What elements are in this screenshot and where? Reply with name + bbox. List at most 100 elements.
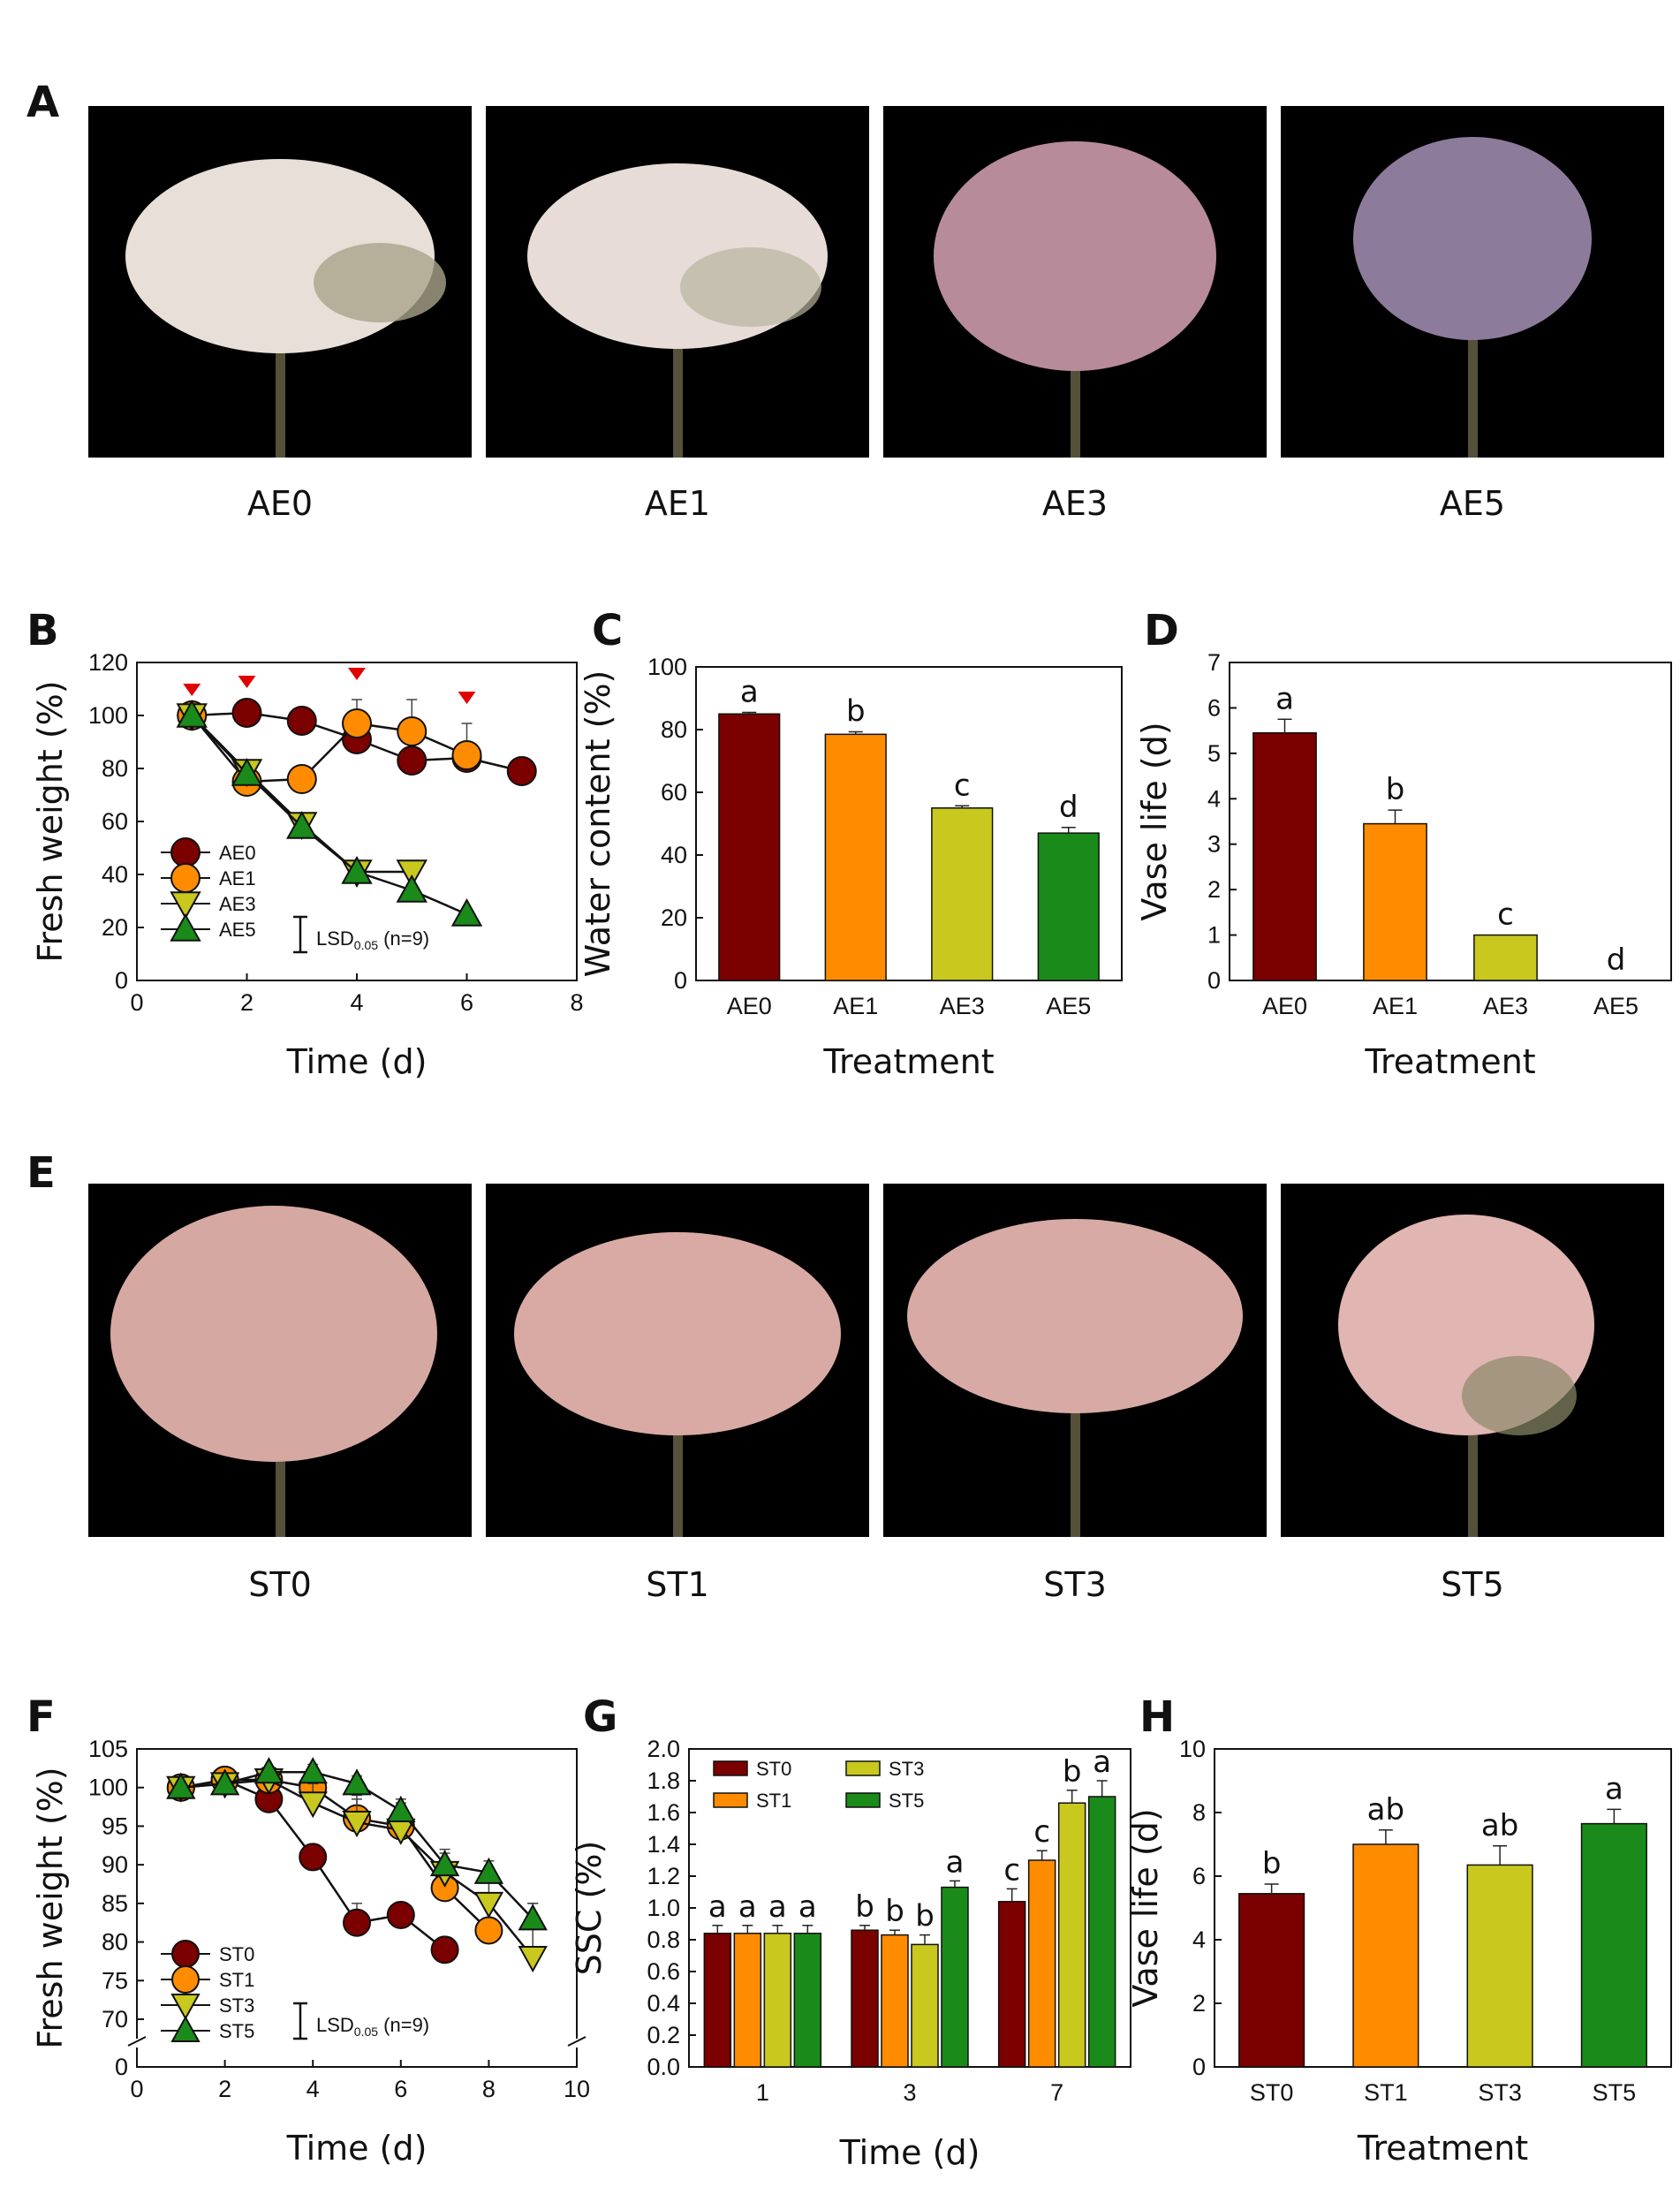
series-ae5 — [176, 699, 483, 927]
y-tick-label-4: 4 — [1207, 785, 1221, 812]
y-tick-label-0: 0 — [1192, 2054, 1206, 2080]
legend-label-st0: ST0 — [219, 1943, 254, 1965]
y-tick-label-5: 5 — [1207, 740, 1221, 767]
legend-marker-st5 — [170, 2015, 201, 2042]
significance-letter-st5-day-1: a — [798, 1889, 817, 1925]
significance-letter-st0-day-7: c — [1003, 1852, 1020, 1888]
point-st5-day-4 — [298, 1757, 328, 1784]
x-tick-label-8: 8 — [482, 2076, 496, 2102]
bar-ae5 — [1037, 832, 1100, 981]
bar-ae1 — [824, 733, 887, 981]
point-ae1-day-6 — [451, 740, 482, 770]
bar-ae0 — [1252, 731, 1317, 981]
lsd-label: LSD0.05 (n=9) — [316, 927, 429, 952]
bar-ae1 — [1363, 822, 1427, 981]
significance-letter-ae3: c — [954, 768, 971, 803]
y-tick-label-60: 60 — [102, 808, 128, 835]
y-axis-label-f: Fresh weight (%) — [31, 1767, 70, 2048]
point-st5-day-8 — [473, 1857, 504, 1884]
x-tick-label-6: 6 — [460, 989, 473, 1016]
panel-label-a: A — [26, 78, 60, 127]
y-tick-label-2-0: 2.0 — [647, 1736, 680, 1762]
x-axis-label-b: Time (d) — [286, 1042, 428, 1081]
y-tick-label-90: 90 — [102, 1851, 128, 1878]
y-tick-label-85: 85 — [102, 1890, 128, 1917]
point-st3-day-9 — [518, 1946, 548, 1973]
point-st0-day-4 — [299, 1843, 328, 1872]
panel-label-g: G — [583, 1692, 618, 1742]
legend-label-st1: ST1 — [756, 1790, 791, 1812]
point-st5-day-1 — [166, 1772, 196, 1799]
point-st5-day-6 — [386, 1795, 416, 1822]
y-tick-label-0-0: 0.0 — [647, 2054, 680, 2080]
legend-swatch-st3 — [845, 1760, 881, 1776]
y-tick-label-0-2: 0.2 — [647, 2022, 680, 2048]
point-st5-day-2 — [209, 1768, 240, 1796]
bar-ae3 — [1473, 934, 1538, 981]
bar-st0-day-1 — [703, 1933, 732, 2068]
y-tick-label-1-2: 1.2 — [647, 1863, 680, 1889]
legend-label-ae0: AE0 — [219, 842, 256, 864]
x-tick-label-0: 0 — [130, 989, 143, 1016]
y-tick-label-1-4: 1.4 — [647, 1831, 680, 1858]
y-tick-label-2: 2 — [1192, 1990, 1206, 2017]
axis-break-gap-left — [130, 2039, 144, 2047]
x-tick-label-6: 6 — [394, 2076, 407, 2102]
point-st1-day-8 — [474, 1916, 503, 1945]
significance-marker-day-4 — [348, 668, 366, 680]
y-tick-label-0: 0 — [115, 967, 128, 994]
legend-marker-ae5 — [170, 912, 201, 942]
legend-label-st5: ST5 — [889, 1790, 924, 1812]
point-st5-day-7 — [429, 1850, 460, 1877]
point-ae5-day-6 — [450, 897, 483, 927]
point-ae5-day-1 — [176, 699, 208, 728]
significance-letter-ae0: a — [740, 674, 759, 709]
x-tick-label-ae0: AE0 — [1262, 993, 1307, 1019]
panel-label-e: E — [26, 1148, 56, 1198]
legend-label-st5: ST5 — [219, 2020, 254, 2042]
caption-ae0: AE0 — [246, 484, 314, 523]
plot-frame-d — [1229, 662, 1672, 981]
y-axis-label-c: Water content (%) — [579, 670, 617, 978]
y-tick-label-2: 2 — [1207, 876, 1221, 903]
x-axis-label-h: Treatment — [1357, 2129, 1528, 2168]
x-tick-label-1: 1 — [756, 2079, 769, 2106]
y-tick-label-120: 120 — [88, 649, 128, 676]
point-st0-day-6 — [386, 1900, 415, 1929]
x-tick-label-ae5: AE5 — [1593, 993, 1638, 1019]
caption-st0: ST0 — [248, 1565, 312, 1604]
flower-photo-ae1 — [486, 106, 869, 458]
bar-st3-day-7 — [1057, 1802, 1086, 2068]
point-st3-day-8 — [473, 1891, 504, 1919]
significance-letter-st3-day-7: b — [1063, 1754, 1082, 1790]
point-st5-day-3 — [254, 1757, 284, 1784]
bar-st1-day-7 — [1027, 1859, 1056, 2068]
significance-letter-st5-day-3: a — [946, 1844, 965, 1880]
significance-letter-st1-day-7: c — [1033, 1814, 1050, 1850]
significance-letter-ae1: b — [846, 693, 866, 729]
x-axis-label-d: Treatment — [1364, 1042, 1535, 1081]
bar-st3-day-3 — [911, 1943, 939, 2068]
legend-label-st0: ST0 — [756, 1758, 791, 1780]
y-tick-label-0-6: 0.6 — [647, 1958, 680, 1985]
point-ae1-day-5 — [397, 716, 428, 746]
bar-st1 — [1352, 1843, 1419, 2068]
point-st0-day-5 — [343, 1908, 371, 1937]
y-tick-label-8: 8 — [1192, 1799, 1206, 1826]
point-ae5-day-5 — [396, 874, 428, 903]
y-tick-label-80: 80 — [661, 716, 687, 743]
x-tick-label-ae3: AE3 — [940, 993, 985, 1019]
y-tick-label-10: 10 — [1179, 1736, 1206, 1762]
axis-break-gap-right — [570, 2039, 584, 2047]
legend-marker-ae0 — [170, 837, 201, 867]
point-st5-day-5 — [342, 1768, 372, 1796]
y-tick-label-6: 6 — [1192, 1863, 1206, 1889]
legend-swatch-st1 — [713, 1792, 748, 1808]
y-tick-label-7: 7 — [1207, 649, 1221, 676]
y-tick-label-0: 0 — [674, 967, 687, 994]
y-tick-label-1-6: 1.6 — [647, 1799, 680, 1826]
significance-letter-st1: ab — [1367, 1792, 1404, 1828]
x-tick-label-st0: ST0 — [1250, 2079, 1294, 2106]
significance-marker-day-2 — [238, 676, 256, 688]
legend-marker-ae1 — [170, 863, 201, 893]
